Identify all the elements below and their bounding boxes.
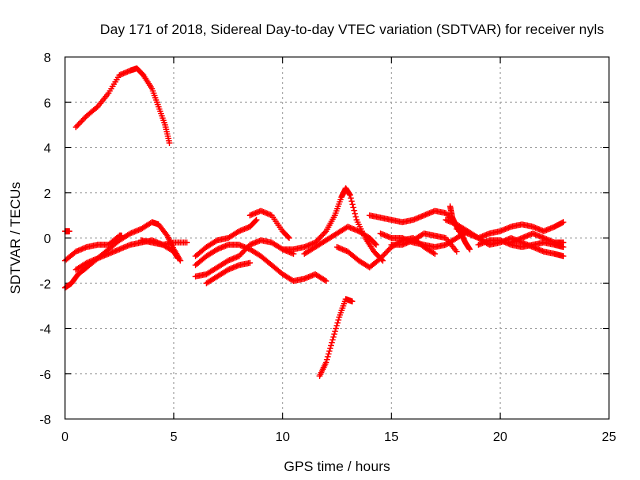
- series-arc-23: [447, 203, 473, 253]
- data-point: [323, 359, 330, 366]
- data-point: [351, 210, 358, 217]
- data-point: [328, 342, 335, 349]
- data-point: [431, 250, 438, 257]
- data-point: [246, 259, 253, 266]
- data-point: [212, 238, 219, 245]
- data-point: [560, 239, 567, 246]
- series-arc-7: [192, 241, 330, 284]
- data-point: [347, 195, 354, 202]
- series-arc-10: [203, 259, 253, 287]
- data-points: [62, 65, 567, 380]
- data-point: [347, 192, 354, 199]
- data-point: [333, 322, 340, 329]
- data-point: [253, 216, 260, 223]
- data-point: [329, 336, 336, 343]
- x-tick-label: 25: [602, 429, 616, 444]
- data-point: [349, 298, 356, 305]
- x-tick-label: 5: [170, 429, 177, 444]
- series-arc-22: [508, 230, 567, 246]
- data-point: [183, 239, 190, 246]
- data-point: [350, 204, 357, 211]
- data-point: [430, 249, 437, 256]
- y-tick-label: -8: [39, 412, 51, 427]
- data-point: [325, 350, 332, 357]
- series-arc-3: [62, 232, 125, 264]
- y-tick-label: -6: [39, 367, 51, 382]
- y-tick-label: -4: [39, 322, 51, 337]
- y-tick-label: 0: [44, 231, 51, 246]
- y-tick-label: -2: [39, 276, 51, 291]
- x-axis-label: GPS time / hours: [284, 458, 391, 474]
- x-tick-label: 0: [61, 429, 68, 444]
- data-point: [323, 277, 330, 284]
- data-point: [332, 325, 339, 332]
- data-point: [66, 228, 73, 235]
- data-point: [453, 248, 460, 255]
- y-tick-label: 2: [44, 186, 51, 201]
- data-point: [351, 207, 358, 214]
- data-point: [327, 345, 334, 352]
- y-axis-label: SDTVAR / TECUs: [7, 182, 23, 294]
- series-arc-14: [316, 296, 356, 380]
- data-point: [560, 219, 567, 226]
- series-arc-5: [138, 237, 190, 248]
- x-tick-label: 10: [275, 429, 289, 444]
- data-point: [175, 255, 182, 262]
- y-tick-label: 4: [44, 141, 51, 156]
- data-point: [560, 253, 567, 260]
- x-tick-label: 15: [384, 429, 398, 444]
- data-point: [252, 217, 259, 224]
- series-arc-8: [192, 216, 260, 260]
- series-arc-18: [388, 230, 460, 255]
- chart-title: Day 171 of 2018, Sidereal Day-to-day VTE…: [100, 21, 604, 37]
- data-point: [348, 198, 355, 205]
- data-point: [328, 339, 335, 346]
- data-point: [286, 235, 293, 241]
- data-point: [326, 348, 333, 355]
- data-point: [118, 232, 125, 239]
- series-arc-1: [72, 65, 173, 146]
- data-point: [166, 139, 173, 146]
- data-point: [334, 319, 341, 326]
- data-point: [332, 328, 339, 335]
- plot-frame: [64, 56, 610, 420]
- y-tick-label: 6: [44, 95, 51, 110]
- x-tick-label: 20: [493, 429, 507, 444]
- data-point: [330, 333, 337, 340]
- data-point: [331, 331, 338, 338]
- series-arc-12: [279, 185, 386, 264]
- data-point: [324, 353, 331, 360]
- data-point: [323, 356, 330, 363]
- data-point: [372, 240, 379, 247]
- data-point: [466, 246, 473, 253]
- data-point: [321, 277, 328, 284]
- data-point: [335, 317, 342, 324]
- series-arc-13: [301, 223, 380, 257]
- series-arc-20: [453, 219, 567, 241]
- data-point: [349, 201, 356, 208]
- data-point: [93, 104, 100, 111]
- data-point: [373, 241, 380, 248]
- data-point: [352, 213, 359, 220]
- data-point: [285, 234, 292, 241]
- series-arc-11: [246, 207, 293, 241]
- y-tick-label: 8: [44, 50, 51, 65]
